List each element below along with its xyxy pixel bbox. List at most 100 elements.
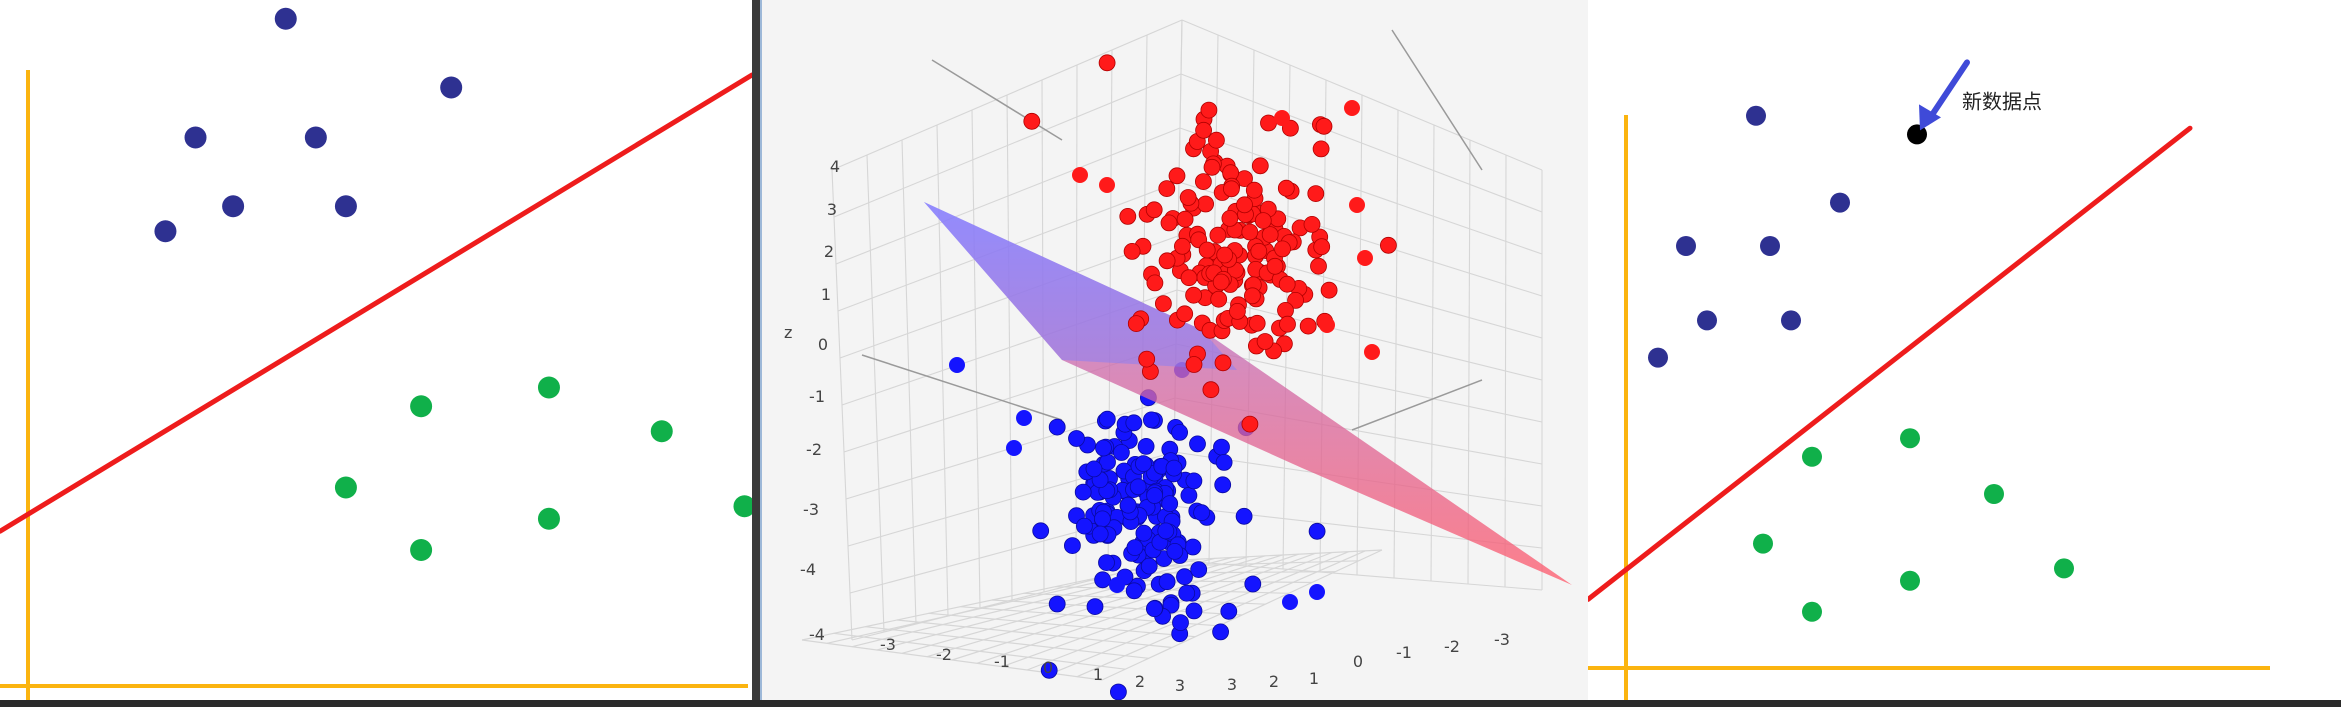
class-b-point [537,376,560,399]
upper-cluster-point [1241,223,1259,241]
upper-cluster-point [1344,100,1360,116]
lower-cluster-point [949,357,965,373]
upper-cluster-point [1277,179,1295,197]
upper-cluster-point [1158,180,1176,198]
class-b-point [650,420,673,443]
lower-cluster-point [1158,573,1176,591]
class-a-point [1746,105,1766,126]
upper-cluster-point [1250,242,1268,260]
class-a-point [334,195,357,218]
class-b-point [334,476,357,499]
lower-cluster-point [1161,495,1179,513]
upper-cluster-point [1236,196,1253,214]
class-a-point [184,126,207,149]
new-data-point-label: 新数据点 [1962,89,2042,113]
x-tick-label: -3 [880,635,896,654]
upper-cluster-point [1357,250,1373,266]
lower-cluster-point [1146,487,1164,504]
class-a-point [1830,192,1850,213]
x-tick-label: -1 [994,652,1010,671]
lower-cluster-point [1171,423,1189,441]
upper-cluster-point [1222,180,1240,198]
lower-cluster-point [1137,437,1155,455]
lower-cluster-point [1185,472,1203,490]
upper-cluster-point [1266,257,1284,275]
class-b-point [1753,533,1773,554]
class-a-point [222,195,245,218]
z-tick-label: 3 [827,200,837,219]
upper-cluster-point [1200,101,1218,119]
upper-cluster-point [1319,317,1335,333]
upper-cluster-point [1287,291,1304,309]
lower-cluster-point [1098,554,1115,571]
frame-line [1391,29,1483,171]
upper-cluster-point [1158,252,1176,270]
upper-cluster-point [1307,185,1325,203]
separating-plane-top [924,202,1237,370]
upper-cluster-point [1119,207,1137,225]
lower-cluster-point [1129,478,1147,496]
z-tick-label: 4 [830,157,840,176]
upper-cluster-point [1278,275,1296,293]
lower-cluster-point [1098,410,1116,428]
upper-cluster-point [1154,295,1172,313]
y-tick-label: -1 [1396,643,1412,662]
lower-cluster-point [1166,543,1184,560]
upper-cluster-point [1313,238,1331,256]
class-a-point [1781,310,1801,331]
frame-line [931,59,1063,141]
upper-cluster-point [1261,226,1279,244]
x-tick-label: -4 [809,625,825,644]
upper-cluster-point [1072,167,1088,183]
lower-cluster-point [1063,537,1081,554]
class-a-point [1648,347,1668,368]
lower-cluster-point [1145,600,1163,618]
class-a-point [440,76,463,99]
upper-cluster-point [1098,54,1116,72]
arrow-head-icon [1919,104,1941,131]
upper-cluster-point [1207,131,1225,149]
z-tick-label: -2 [806,440,822,459]
lower-cluster-point [1309,584,1325,600]
lower-cluster-point [1093,510,1111,528]
upper-cluster-point [1138,350,1156,368]
upper-cluster-point [1209,226,1227,244]
upper-cluster-point [1145,201,1163,219]
upper-cluster-point [1198,241,1216,259]
upper-cluster-point [1180,269,1198,287]
upper-cluster-point [1299,317,1317,335]
upper-cluster-point [1127,315,1145,333]
y-tick-label: -3 [1494,630,1510,649]
left-chart-panel [0,0,752,700]
wall-grid-line [901,139,917,625]
class-b-point [410,539,433,561]
upper-cluster-point [1243,287,1261,305]
upper-cluster-point [1202,381,1220,399]
upper-cluster-point [1123,242,1141,260]
upper-cluster-point [1274,240,1291,258]
left-scatter-chart [0,7,752,700]
upper-cluster-point [1185,286,1203,304]
lower-cluster-point [1040,661,1058,679]
class-b-point [1802,446,1822,467]
arrow-shaft [1924,59,1970,126]
upper-cluster-point [1277,301,1294,319]
wall-grid-line [1245,49,1255,567]
z-tick-label: 1 [821,285,831,304]
y-tick-label: 2 [1269,672,1279,691]
upper-cluster-point [1185,356,1203,373]
lower-cluster-point [1119,496,1137,514]
new-data-point [1907,124,1927,145]
floor-grid-line [1101,549,1383,681]
upper-cluster-point [1099,177,1115,193]
class-b-point [537,507,560,530]
z-tick-label: -1 [809,387,825,406]
lower-cluster-point [1074,483,1092,501]
upper-cluster-point [1248,314,1266,332]
lower-cluster-point [1214,476,1232,494]
lower-cluster-point [1189,435,1206,453]
upper-cluster-point [1312,140,1330,158]
upper-cluster-point [1364,344,1380,360]
middle-3d-chart-panel: 4 3 2 1 0 -1 -2 -3 -4 z -3 -2 -1 0 1 2 3 -4 3 2 1 0 -1 -2 -3 [760,0,1590,700]
z-tick-label: 0 [818,335,828,354]
